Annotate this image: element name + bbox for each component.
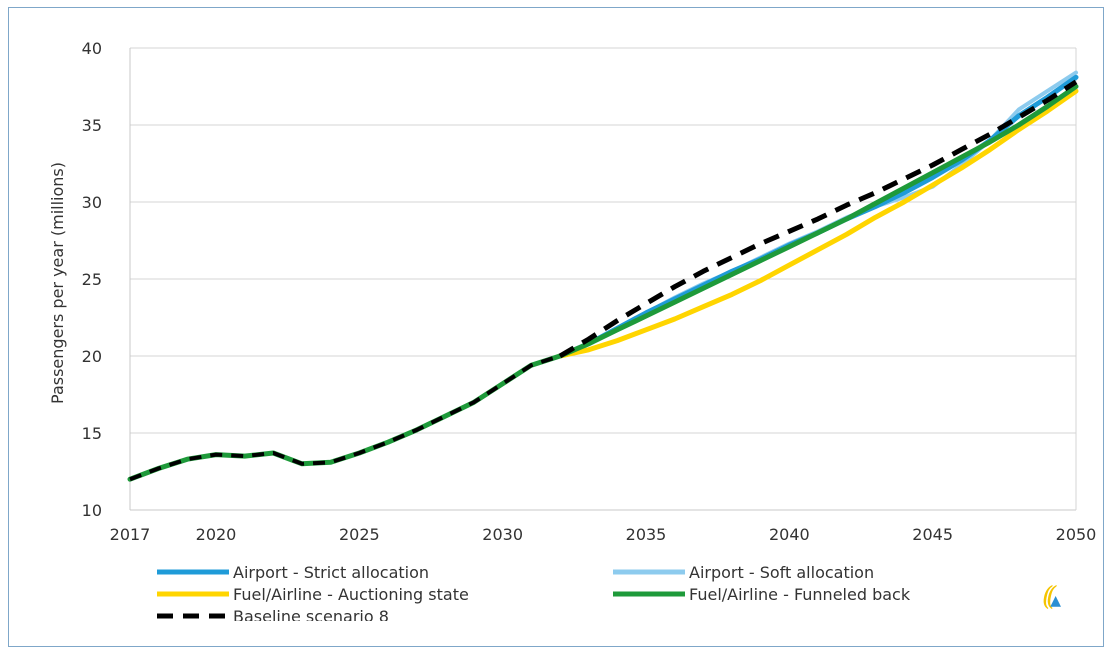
y-tick-label: 35: [82, 116, 102, 135]
series-line-3: [557, 84, 1079, 359]
x-tick-label: 2035: [626, 525, 667, 544]
y-tick-label: 15: [82, 424, 102, 443]
y-tick-labels: 10 15 20 25 30 35 40: [82, 39, 102, 520]
x-tick-labels: 2017 2020 2025 2030 2035 2040 2045 2050: [110, 525, 1097, 544]
series-line-4: [558, 79, 1078, 359]
x-tick-label: 2030: [482, 525, 523, 544]
gridlines: [130, 47, 1076, 434]
y-tick-label: 25: [82, 270, 102, 289]
x-tick-label: 2025: [339, 525, 380, 544]
y-tick-label: 30: [82, 193, 102, 212]
y-axis-label: Passengers per year (millions): [48, 162, 67, 404]
x-tick-label: 2045: [912, 525, 953, 544]
legend-label: Fuel/Airline - Funneled back: [689, 585, 911, 604]
series-line-1: [558, 70, 1078, 358]
legend-label: Fuel/Airline - Auctioning state: [233, 585, 469, 604]
legend: Airport - Strict allocation Airport - Sof…: [157, 563, 911, 621]
legend-label: Airport - Strict allocation: [233, 563, 429, 582]
shared-history-line: [127, 353, 563, 482]
series-line-2: [557, 88, 1079, 359]
shared-history-dash: [129, 354, 561, 482]
y-tick-label: 40: [82, 39, 102, 58]
legend-label: Airport - Soft allocation: [689, 563, 874, 582]
x-tick-label: 2017: [110, 525, 151, 544]
x-tick-label: 2050: [1056, 525, 1097, 544]
legend-label: Baseline scenario 8: [233, 607, 389, 621]
y-tick-label: 10: [82, 501, 102, 520]
x-tick-label: 2040: [769, 525, 810, 544]
ce-delft-logo-icon: ((▲: [1042, 582, 1061, 612]
axes: [129, 48, 1077, 511]
series-lines: [127, 70, 1079, 482]
x-tick-label: 2020: [196, 525, 237, 544]
y-tick-label: 20: [82, 347, 102, 366]
